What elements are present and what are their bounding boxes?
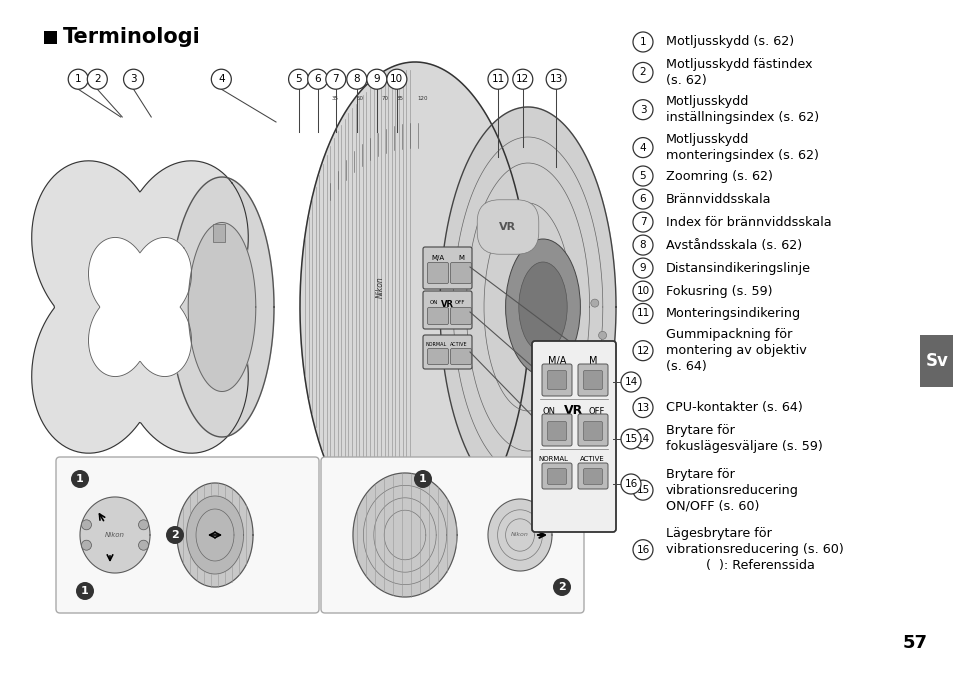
FancyBboxPatch shape [578, 414, 607, 446]
Circle shape [633, 235, 652, 255]
Circle shape [620, 429, 640, 449]
Text: Monteringsindikering: Monteringsindikering [665, 307, 801, 320]
Text: VR: VR [564, 404, 583, 417]
Text: Fokusring (s. 59): Fokusring (s. 59) [665, 284, 772, 298]
Circle shape [138, 520, 149, 530]
Text: ACTIVE: ACTIVE [450, 342, 467, 347]
Circle shape [633, 540, 652, 560]
Text: 1: 1 [75, 74, 81, 84]
FancyBboxPatch shape [547, 370, 566, 389]
Circle shape [633, 341, 652, 361]
Text: Avståndsskala (s. 62): Avståndsskala (s. 62) [665, 238, 801, 252]
Text: 16: 16 [636, 545, 649, 554]
Circle shape [289, 69, 308, 89]
Text: 10: 10 [390, 74, 403, 84]
FancyBboxPatch shape [422, 335, 472, 369]
Circle shape [414, 470, 432, 488]
Text: Gummipackning för
montering av objektiv
(s. 64): Gummipackning för montering av objektiv … [665, 328, 806, 373]
Circle shape [633, 258, 652, 278]
FancyBboxPatch shape [541, 463, 572, 489]
Text: 1: 1 [81, 586, 89, 596]
Polygon shape [170, 177, 274, 437]
Circle shape [212, 69, 231, 89]
Circle shape [513, 69, 532, 89]
FancyBboxPatch shape [427, 349, 448, 364]
FancyBboxPatch shape [541, 414, 572, 446]
Text: 70: 70 [381, 96, 388, 102]
Text: 11: 11 [636, 309, 649, 318]
FancyBboxPatch shape [422, 291, 472, 329]
Text: NORMAL: NORMAL [425, 342, 446, 347]
Text: CPU-kontakter (s. 64): CPU-kontakter (s. 64) [665, 401, 801, 414]
Text: 8: 8 [639, 240, 645, 250]
Polygon shape [353, 473, 456, 597]
FancyBboxPatch shape [583, 370, 602, 389]
Circle shape [553, 578, 571, 596]
Circle shape [347, 69, 366, 89]
Text: 10: 10 [636, 286, 649, 296]
Text: Lägesbrytare för
vibrationsreducering (s. 60)
          (  ): Referenssida: Lägesbrytare för vibrationsreducering (s… [665, 527, 842, 572]
Text: 2: 2 [639, 68, 645, 77]
Text: 57: 57 [902, 634, 927, 652]
Circle shape [81, 540, 91, 550]
Circle shape [633, 212, 652, 232]
Circle shape [598, 331, 606, 339]
Circle shape [124, 69, 143, 89]
Text: Zoomring (s. 62): Zoomring (s. 62) [665, 169, 772, 183]
Circle shape [633, 281, 652, 301]
Text: Nikon: Nikon [375, 276, 384, 298]
Text: 8: 8 [354, 74, 359, 84]
Text: 2: 2 [558, 582, 565, 592]
Text: 2: 2 [94, 74, 100, 84]
Circle shape [590, 507, 598, 515]
Text: ON: ON [430, 300, 438, 305]
Text: Motljusskydd fästindex
(s. 62): Motljusskydd fästindex (s. 62) [665, 58, 812, 87]
Text: M/A: M/A [431, 255, 444, 261]
Text: 1: 1 [76, 474, 84, 484]
Text: 1: 1 [639, 37, 645, 47]
Text: 4: 4 [218, 74, 224, 84]
Text: 1: 1 [418, 474, 426, 484]
Text: M: M [457, 255, 463, 261]
Circle shape [88, 69, 107, 89]
FancyBboxPatch shape [578, 364, 607, 396]
Text: Motljusskydd (s. 62): Motljusskydd (s. 62) [665, 35, 793, 49]
Text: 85: 85 [396, 96, 403, 102]
FancyBboxPatch shape [547, 468, 566, 485]
Circle shape [633, 32, 652, 52]
Text: Brytare för
vibrationsreducering
ON/OFF (s. 60): Brytare för vibrationsreducering ON/OFF … [665, 468, 798, 512]
Circle shape [590, 299, 598, 307]
Text: 9: 9 [374, 74, 379, 84]
FancyBboxPatch shape [450, 307, 471, 324]
Text: 50: 50 [356, 96, 363, 102]
FancyBboxPatch shape [450, 349, 471, 364]
Text: 6: 6 [314, 74, 320, 84]
Text: Motljusskydd
inställningsindex (s. 62): Motljusskydd inställningsindex (s. 62) [665, 95, 819, 124]
Circle shape [166, 526, 184, 544]
Circle shape [633, 100, 652, 120]
Text: ACTIVE: ACTIVE [579, 456, 604, 462]
Polygon shape [80, 497, 150, 573]
Circle shape [76, 582, 94, 600]
Circle shape [620, 474, 640, 494]
Polygon shape [186, 496, 243, 574]
Ellipse shape [518, 262, 567, 352]
FancyBboxPatch shape [547, 422, 566, 441]
Circle shape [602, 439, 611, 447]
FancyBboxPatch shape [578, 463, 607, 489]
Circle shape [326, 69, 345, 89]
Circle shape [602, 366, 611, 374]
Text: 12: 12 [636, 346, 649, 355]
Text: 3: 3 [639, 105, 645, 114]
Polygon shape [299, 62, 530, 552]
FancyBboxPatch shape [541, 364, 572, 396]
Text: 16: 16 [623, 479, 637, 489]
Bar [44, 31, 57, 44]
FancyBboxPatch shape [532, 341, 616, 532]
Circle shape [387, 69, 406, 89]
Circle shape [138, 540, 149, 550]
Circle shape [633, 137, 652, 158]
Circle shape [633, 62, 652, 83]
FancyBboxPatch shape [422, 247, 472, 289]
Text: 13: 13 [549, 74, 562, 84]
